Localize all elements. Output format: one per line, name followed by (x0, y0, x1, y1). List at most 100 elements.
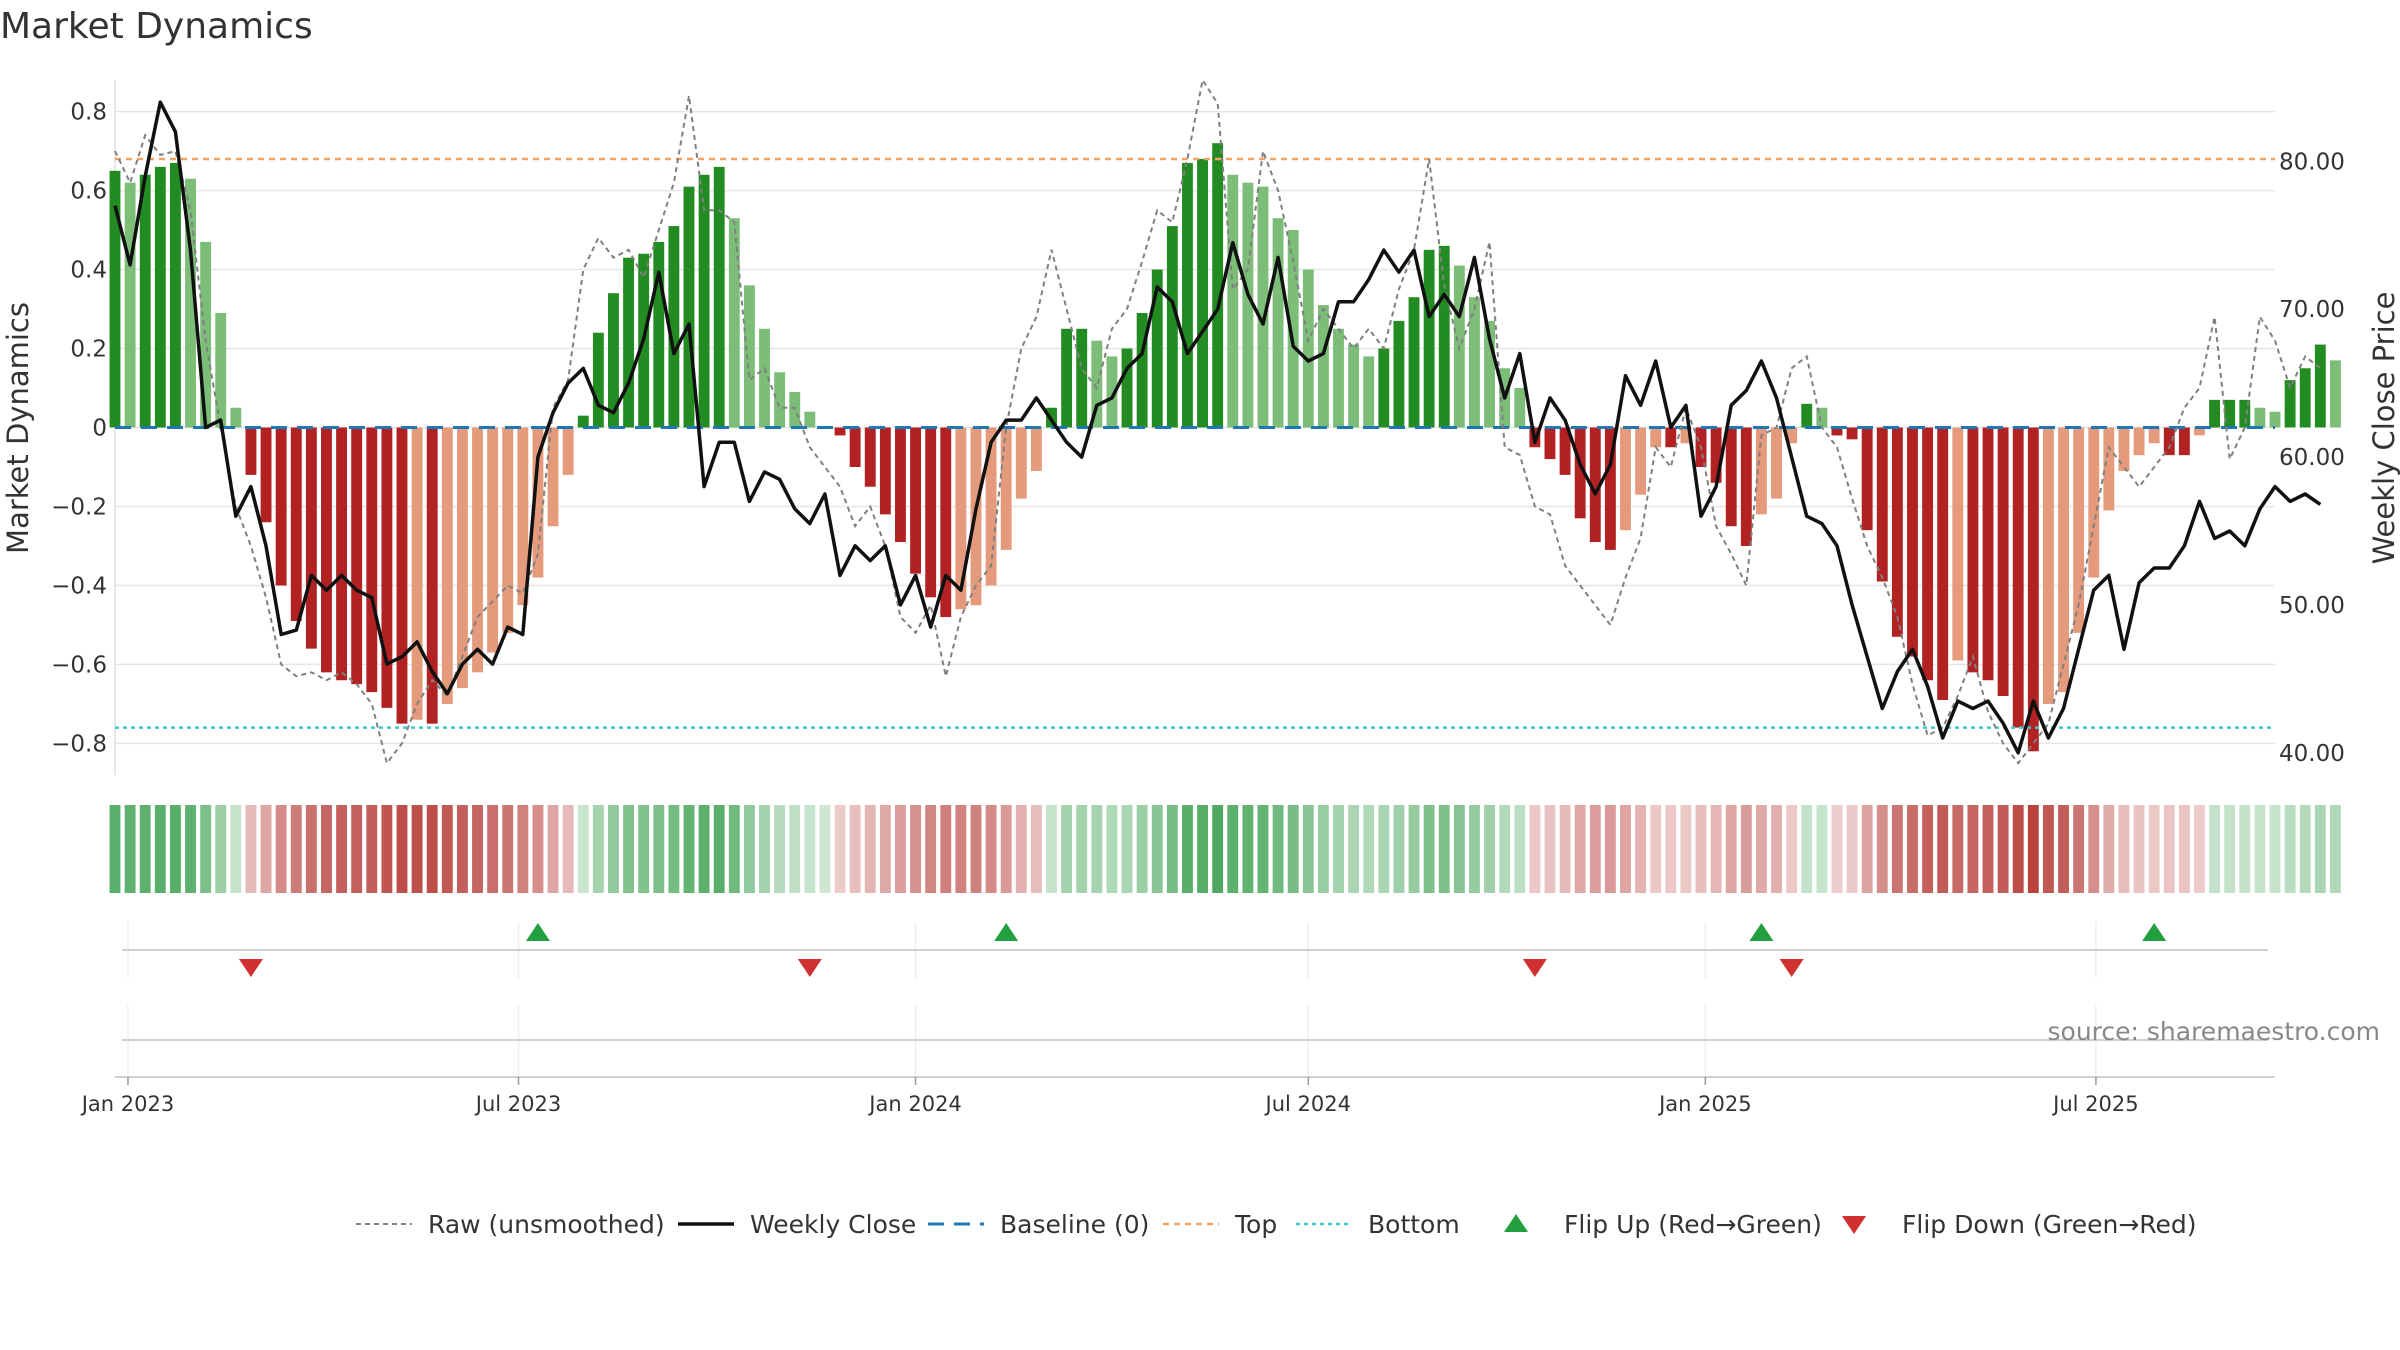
regime-cell (351, 805, 363, 893)
momentum-bar (653, 241, 665, 428)
regime-cell (1771, 805, 1782, 893)
regime-cell (472, 805, 483, 893)
regime-cell (925, 805, 937, 893)
momentum-bar (925, 427, 937, 598)
regime-cell (2329, 805, 2341, 893)
regime-cell (834, 805, 846, 893)
momentum-bar (351, 427, 363, 685)
momentum-bar (1257, 186, 1269, 428)
regime-cell (1091, 805, 1103, 893)
x-tick-label: Jul 2023 (474, 1092, 561, 1116)
regime-cell (653, 805, 665, 893)
momentum-bar (1363, 356, 1375, 428)
y-tick-label: 0 (92, 416, 107, 442)
momentum-bar (985, 427, 997, 586)
momentum-bar (1469, 297, 1480, 428)
regime-cell (759, 805, 770, 893)
momentum-bar (200, 241, 212, 428)
regime-cell (275, 805, 287, 893)
regime-cell (1529, 805, 1541, 893)
regime-cell (1725, 805, 1737, 893)
regime-cell (230, 805, 242, 893)
flip-down-marker (1522, 959, 1547, 977)
regime-cell (1030, 805, 1042, 893)
momentum-bar (2163, 427, 2175, 456)
regime-cell (577, 805, 589, 893)
regime-cell (804, 805, 816, 893)
momentum-bars (109, 143, 2341, 752)
regime-cell (381, 805, 393, 893)
momentum-bar (456, 427, 468, 689)
regime-cell (2012, 805, 2024, 893)
momentum-bar (608, 293, 619, 428)
close-line (113, 100, 2322, 755)
regime-cell (1982, 805, 1994, 893)
momentum-bar (2284, 380, 2296, 428)
momentum-bar (1740, 427, 1752, 546)
regime-cell (426, 805, 438, 893)
momentum-bar (1484, 320, 1495, 428)
regime-cell (864, 805, 876, 893)
regime-cell (1151, 805, 1163, 893)
regime-cell (940, 805, 952, 893)
momentum-bar (2194, 427, 2205, 436)
momentum-bar (2299, 368, 2311, 428)
flip-up-marker (525, 923, 550, 941)
regime-cell (1061, 805, 1073, 893)
y-tick-label: 0.4 (70, 258, 107, 284)
momentum-bar (441, 427, 453, 704)
regime-cell (1544, 805, 1556, 893)
momentum-bar (1423, 249, 1435, 428)
momentum-bar (1197, 158, 1208, 428)
regime-cell (1907, 805, 1918, 893)
momentum-bar (849, 427, 861, 467)
regime-cell (1106, 805, 1118, 893)
momentum-bar (1771, 427, 1782, 499)
regime-cell (487, 805, 499, 893)
regime-cell (2118, 805, 2130, 893)
regime-cell (728, 805, 740, 893)
regime-cell (1046, 805, 1057, 893)
y2-tick-label: 70.00 (2279, 297, 2345, 323)
momentum-bar (1408, 297, 1420, 428)
regime-cell (1755, 805, 1767, 893)
regime-cell (532, 805, 544, 893)
momentum-bar (2148, 427, 2160, 444)
regime-cell (200, 805, 212, 893)
regime-cell (1861, 805, 1873, 893)
momentum-bar (592, 332, 604, 428)
momentum-bar (260, 427, 272, 523)
momentum-bar (1710, 427, 1722, 483)
momentum-bar (834, 427, 846, 436)
flip-up-marker (1749, 923, 1774, 941)
regime-cell (1559, 805, 1571, 893)
regime-cell (2163, 805, 2175, 893)
momentum-bar (774, 372, 786, 428)
regime-cell (1499, 805, 1511, 893)
momentum-bar (1015, 427, 1027, 499)
momentum-bar (396, 427, 408, 724)
regime-cell (1182, 805, 1193, 893)
momentum-bar (2058, 427, 2069, 693)
regime-cell (819, 805, 831, 893)
regime-cell (1665, 805, 1677, 893)
regime-cell (1453, 805, 1465, 893)
momentum-bar (169, 162, 181, 428)
regime-cell (910, 805, 921, 893)
momentum-bar (305, 427, 317, 649)
regime-cell (517, 805, 529, 893)
regime-cell (1393, 805, 1405, 893)
momentum-bar (1725, 427, 1737, 527)
regime-cell (1710, 805, 1722, 893)
legend-label: Bottom (1368, 1210, 1460, 1239)
regime-cell (2209, 805, 2221, 893)
flip-down-marker (797, 959, 822, 977)
momentum-bar (1846, 427, 1858, 440)
regime-cell (743, 805, 755, 893)
regime-cell (2194, 805, 2205, 893)
regime-cell (849, 805, 861, 893)
momentum-bar (623, 257, 635, 428)
regime-cell (336, 805, 348, 893)
momentum-bar (1876, 427, 1888, 582)
momentum-bar (2254, 407, 2266, 428)
